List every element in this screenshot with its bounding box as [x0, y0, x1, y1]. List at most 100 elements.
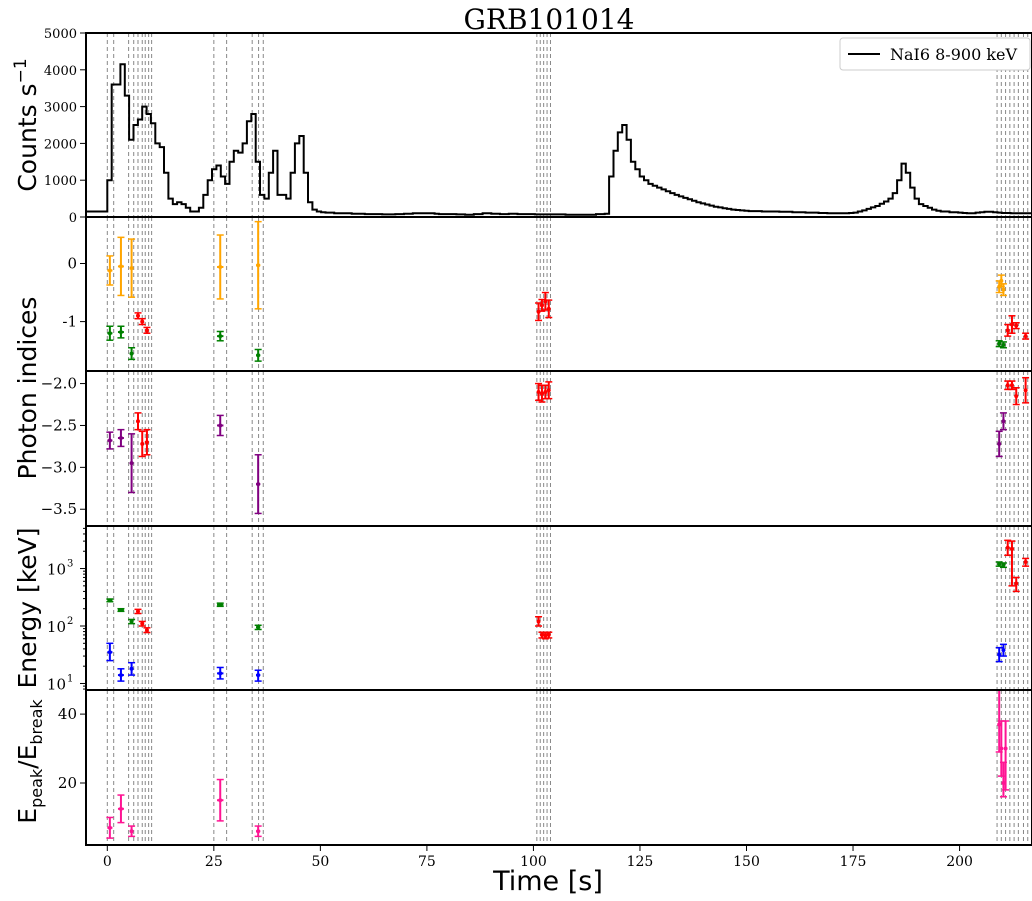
marker — [1001, 781, 1006, 785]
marker — [218, 671, 223, 676]
y-tick-label: −2.0 — [41, 375, 77, 393]
panel-frame — [85, 689, 1032, 846]
marker — [118, 607, 123, 612]
y-tick-label: −3.0 — [41, 458, 77, 476]
data-point — [1012, 322, 1020, 330]
marker — [546, 632, 551, 637]
marker — [1009, 546, 1014, 551]
marker — [539, 303, 544, 308]
marker — [256, 353, 261, 358]
panel-frame — [85, 216, 1032, 372]
y-tick-label: 1000 — [44, 174, 77, 189]
data-point — [117, 668, 125, 682]
data-point — [143, 428, 151, 456]
legend: NaI6 8-900 keV — [839, 37, 1031, 71]
y-tick-label-exponent: 3 — [67, 559, 73, 570]
x-tick-label: 200 — [946, 854, 973, 870]
panel-indices2: −2.0 −2.5 −3.0 −3.5 — [41, 370, 1032, 527]
marker — [144, 628, 149, 633]
panel-indices1: 0 -1 Photon indices — [13, 216, 1032, 480]
marker — [118, 436, 123, 441]
marker — [129, 619, 134, 624]
series-ratio-0 — [106, 689, 1010, 839]
marker — [536, 619, 541, 624]
marker — [536, 389, 541, 394]
data-point — [106, 255, 114, 286]
y-tick-label-exponent: 1 — [67, 673, 73, 684]
data-point — [106, 598, 114, 603]
series-indices2-1 — [134, 376, 1030, 458]
y-axis-label: Energy [keV] — [13, 527, 42, 688]
data-point — [138, 620, 146, 627]
series-indices1-1 — [106, 325, 1007, 362]
y-tick-label: 5000 — [44, 27, 77, 42]
data-point — [999, 761, 1007, 798]
marker — [218, 264, 223, 269]
marker — [997, 441, 1002, 446]
marker — [1009, 383, 1014, 388]
y-axis-label: Photon indices — [13, 297, 42, 480]
marker — [144, 328, 149, 333]
marker — [140, 441, 145, 446]
marker — [539, 632, 544, 637]
marker — [129, 666, 134, 671]
marker — [546, 388, 551, 393]
data-point — [999, 283, 1007, 297]
y-tick-label: 2000 — [44, 137, 77, 152]
y-tick-label-exponent: 2 — [67, 616, 73, 627]
x-axis: 0 25 50 75 100 125 150 175 200 — [103, 845, 973, 870]
data-point — [254, 348, 262, 362]
data-point — [999, 412, 1007, 431]
marker — [118, 330, 123, 335]
data-point — [538, 298, 546, 312]
marker — [107, 331, 112, 336]
marker — [1014, 323, 1019, 328]
data-point — [1012, 576, 1020, 593]
x-tick-label: 125 — [627, 854, 654, 870]
marker — [129, 266, 134, 271]
marker — [256, 625, 261, 630]
series-energy-0 — [106, 561, 1007, 631]
marker — [1001, 342, 1006, 347]
y-tick-label: -1 — [62, 313, 77, 331]
data-point — [1008, 540, 1016, 587]
data-point — [128, 238, 136, 298]
data-point — [254, 825, 262, 838]
marker — [107, 650, 112, 655]
data-point — [128, 347, 136, 361]
series-indices1-0 — [106, 220, 1007, 310]
y-tick-label: 0 — [69, 211, 77, 226]
x-tick-label: 100 — [520, 854, 547, 870]
data-point — [106, 816, 114, 839]
y-axis-label: Epeak/Ebreak — [13, 699, 46, 824]
marker — [1001, 287, 1006, 292]
data-point — [134, 312, 142, 320]
y-tick-label: 4000 — [44, 64, 77, 79]
x-tick-label: 175 — [840, 854, 867, 870]
data-point — [143, 627, 151, 634]
marker — [218, 334, 223, 339]
marker — [135, 313, 140, 318]
panel-ratio: 20 40 Epeak/Ebreak — [13, 689, 1032, 846]
data-point — [999, 341, 1007, 349]
marker — [1005, 545, 1010, 550]
data-point — [128, 661, 136, 676]
marker — [1023, 559, 1028, 564]
marker — [107, 825, 112, 830]
marker — [135, 419, 140, 424]
series-energy-2 — [134, 539, 1030, 640]
data-point — [541, 384, 549, 400]
data-point — [134, 412, 142, 431]
x-tick-label: 75 — [418, 854, 436, 870]
data-point — [535, 382, 543, 402]
series-energy-1 — [106, 642, 1007, 682]
data-point — [106, 325, 114, 341]
marker — [1005, 383, 1010, 388]
data-point — [997, 274, 1005, 288]
marker — [1023, 388, 1028, 393]
data-point — [128, 433, 136, 494]
marker — [1014, 581, 1019, 586]
data-point — [216, 414, 224, 437]
